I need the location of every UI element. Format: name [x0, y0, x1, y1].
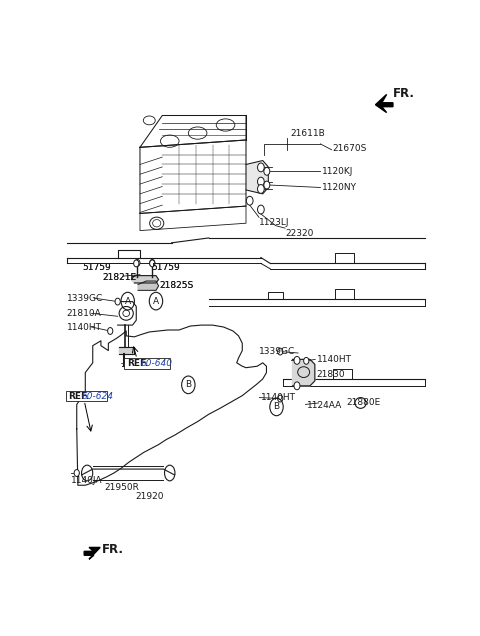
Text: 21950R: 21950R — [104, 483, 139, 492]
Circle shape — [133, 260, 139, 267]
Text: 1339GC: 1339GC — [259, 347, 295, 356]
Circle shape — [246, 197, 253, 205]
Circle shape — [258, 163, 264, 172]
Text: 1140HT: 1140HT — [67, 322, 102, 331]
Text: 21825S: 21825S — [160, 281, 194, 290]
Circle shape — [108, 328, 113, 335]
Text: 1339GC: 1339GC — [67, 294, 103, 303]
Text: REF.: REF. — [127, 359, 148, 368]
Text: 21920: 21920 — [135, 492, 164, 501]
Text: FR.: FR. — [102, 543, 124, 556]
FancyBboxPatch shape — [66, 391, 107, 401]
Text: B: B — [274, 403, 279, 411]
Text: 1120KJ: 1120KJ — [322, 167, 353, 176]
Polygon shape — [375, 94, 393, 113]
Polygon shape — [132, 275, 158, 283]
Text: 51759: 51759 — [151, 263, 180, 272]
Polygon shape — [138, 281, 158, 290]
Text: 21821E: 21821E — [103, 273, 137, 282]
Circle shape — [264, 181, 270, 189]
Text: 1120NY: 1120NY — [322, 183, 357, 192]
Text: 1140HT: 1140HT — [261, 393, 296, 402]
Circle shape — [304, 357, 309, 364]
Text: A: A — [153, 296, 159, 306]
Text: 1140HT: 1140HT — [317, 355, 352, 364]
Text: A: A — [125, 296, 131, 306]
Text: 51759: 51759 — [83, 263, 111, 272]
Circle shape — [258, 184, 264, 193]
Polygon shape — [119, 347, 134, 354]
Text: FR.: FR. — [393, 87, 415, 100]
Circle shape — [264, 167, 270, 176]
Polygon shape — [246, 160, 268, 194]
Text: 51759: 51759 — [151, 263, 180, 272]
Circle shape — [258, 205, 264, 214]
Circle shape — [277, 348, 283, 355]
Text: 21830: 21830 — [317, 370, 345, 378]
Text: 51759: 51759 — [83, 263, 111, 272]
Circle shape — [277, 395, 283, 402]
Text: 60-624: 60-624 — [82, 392, 114, 401]
Text: B: B — [185, 380, 192, 389]
Circle shape — [150, 260, 155, 267]
Text: 21880E: 21880E — [347, 399, 381, 408]
Text: 1140JA: 1140JA — [71, 476, 103, 485]
Text: 1124AA: 1124AA — [307, 401, 343, 410]
Circle shape — [258, 177, 264, 186]
Text: 22320: 22320 — [285, 229, 313, 238]
Circle shape — [294, 382, 300, 390]
Text: REF.: REF. — [69, 392, 90, 401]
Text: 60-640: 60-640 — [140, 359, 172, 368]
Text: 21611B: 21611B — [290, 128, 324, 137]
Circle shape — [74, 469, 79, 476]
Circle shape — [294, 356, 300, 364]
Circle shape — [135, 259, 140, 266]
Text: 21821E: 21821E — [103, 273, 137, 282]
Circle shape — [115, 298, 120, 305]
Text: 1123LJ: 1123LJ — [259, 218, 289, 227]
Text: 21670S: 21670S — [332, 144, 367, 153]
Text: 21810A: 21810A — [67, 309, 101, 318]
Circle shape — [150, 259, 155, 266]
Text: 21825S: 21825S — [160, 281, 194, 290]
FancyBboxPatch shape — [124, 358, 170, 369]
Polygon shape — [84, 548, 100, 559]
Polygon shape — [292, 359, 315, 386]
